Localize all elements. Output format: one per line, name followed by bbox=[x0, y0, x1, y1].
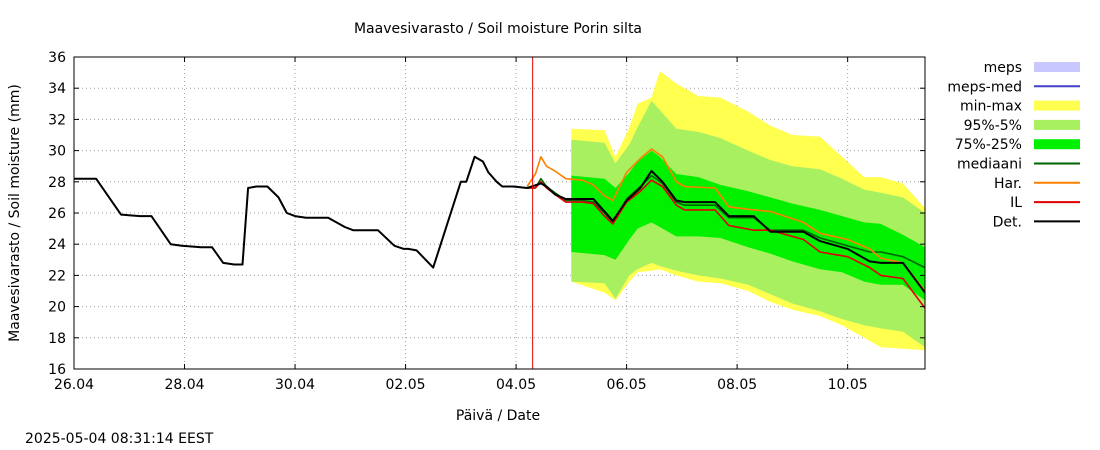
y-tick-labels: 16 18 20 22 24 26 28 30 32 34 36 bbox=[48, 50, 66, 378]
series-line-har- bbox=[526, 148, 926, 292]
legend-label: Har. bbox=[994, 176, 1022, 192]
timestamp: 2025-05-04 08:31:14 EEST bbox=[25, 431, 214, 447]
chart-title: Maavesivarasto / Soil moisture Porin sil… bbox=[354, 21, 642, 37]
y-tick-label: 36 bbox=[48, 50, 66, 66]
legend-swatch bbox=[1034, 139, 1080, 150]
x-tick-label: 30.04 bbox=[275, 377, 315, 393]
legend-label: meps bbox=[984, 60, 1022, 76]
legend-swatch bbox=[1034, 119, 1080, 130]
y-tick-label: 34 bbox=[48, 81, 66, 97]
y-axis-label: Maavesivarasto / Soil moisture (mm) bbox=[7, 84, 23, 342]
y-tick-label: 22 bbox=[48, 268, 66, 284]
y-tick-label: 16 bbox=[48, 362, 66, 378]
series-line-det- bbox=[74, 155, 926, 294]
y-tick-label: 18 bbox=[48, 331, 66, 347]
x-tick-label: 06.05 bbox=[607, 377, 647, 393]
legend: meps meps-med min-max 95%-5% 75%-25% mediaani… bbox=[947, 60, 1080, 230]
legend-label: 75%-25% bbox=[955, 137, 1022, 153]
x-tick-labels: 26.04 28.04 30.04 02.05 04.05 06.05 08.05 10.05 bbox=[54, 377, 868, 393]
y-tick-label: 30 bbox=[48, 144, 66, 160]
x-tick-label: 02.05 bbox=[386, 377, 426, 393]
legend-swatch bbox=[1034, 62, 1080, 72]
series-lines bbox=[74, 148, 926, 309]
x-tick-label: 04.05 bbox=[496, 377, 536, 393]
x-tick-label: 10.05 bbox=[828, 377, 868, 393]
legend-label: meps-med bbox=[947, 79, 1022, 95]
legend-label: Det. bbox=[993, 214, 1022, 230]
plot-frame bbox=[73, 56, 926, 370]
x-tick-label: 08.05 bbox=[717, 377, 757, 393]
x-tick-label: 26.04 bbox=[54, 377, 94, 393]
y-tick-label: 26 bbox=[48, 206, 66, 222]
x-tick-label: 28.04 bbox=[164, 377, 204, 393]
legend-label: 95%-5% bbox=[964, 118, 1022, 134]
legend-label: min-max bbox=[960, 99, 1022, 115]
legend-label: IL bbox=[1010, 195, 1022, 211]
x-axis-label: Päivä / Date bbox=[456, 408, 540, 424]
y-tick-label: 24 bbox=[48, 237, 66, 253]
y-tick-label: 28 bbox=[48, 175, 66, 191]
y-tick-label: 20 bbox=[48, 300, 66, 316]
y-tick-label: 32 bbox=[48, 112, 66, 128]
band-75-25- bbox=[571, 150, 925, 301]
bands bbox=[571, 71, 925, 351]
legend-swatch bbox=[1034, 100, 1080, 111]
plot-border bbox=[73, 56, 926, 370]
legend-label: mediaani bbox=[957, 157, 1022, 173]
